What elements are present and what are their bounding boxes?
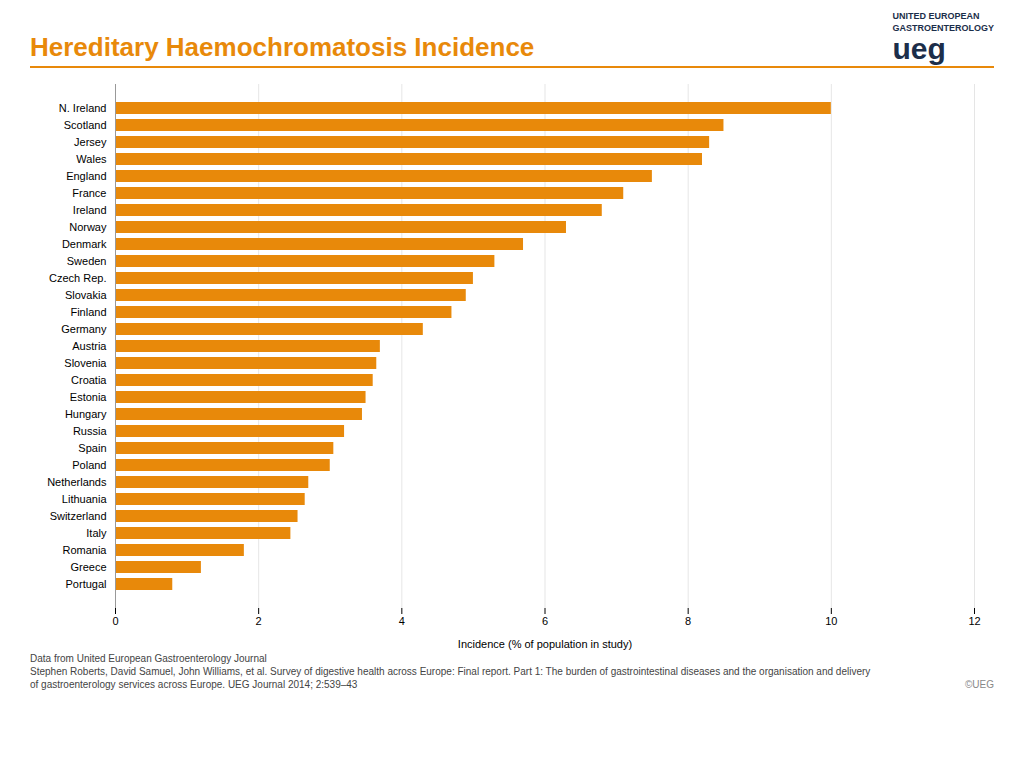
html-text:Stephen Roberts, David Samuel,: Stephen Roberts, David Samuel, John Will… bbox=[30, 666, 871, 677]
svg-text:12: 12 bbox=[968, 615, 980, 627]
html-text:Data from United European Gast: Data from United European Gastroenterolo… bbox=[30, 653, 267, 664]
svg-text:Hungary: Hungary bbox=[65, 408, 107, 420]
svg-text:Ireland: Ireland bbox=[73, 204, 107, 216]
svg-text:Germany: Germany bbox=[61, 323, 107, 335]
svg-text:Norway: Norway bbox=[69, 221, 107, 233]
html-text:©UEG: ©UEG bbox=[965, 679, 994, 690]
html-text:UNITED EUROPEAN: UNITED EUROPEAN bbox=[892, 11, 980, 21]
html-text:GASTROENTEROLOGY: GASTROENTEROLOGY bbox=[892, 23, 994, 33]
svg-text:England: England bbox=[66, 170, 106, 182]
svg-text:France: France bbox=[72, 187, 106, 199]
svg-text:Sweden: Sweden bbox=[67, 255, 107, 267]
svg-text:Incidence (% of population in: Incidence (% of population in study) bbox=[458, 638, 632, 650]
svg-text:Portugal: Portugal bbox=[66, 578, 107, 590]
svg-text:4: 4 bbox=[399, 615, 405, 627]
html-text:Hereditary Haemochromatosis In: Hereditary Haemochromatosis Incidence bbox=[30, 32, 535, 62]
svg-text:Italy: Italy bbox=[86, 527, 107, 539]
svg-text:Czech Rep.: Czech Rep. bbox=[49, 272, 106, 284]
svg-text:0: 0 bbox=[112, 615, 118, 627]
svg-text:Russia: Russia bbox=[73, 425, 108, 437]
svg-text:Finland: Finland bbox=[70, 306, 106, 318]
svg-text:8: 8 bbox=[685, 615, 691, 627]
svg-text:Spain: Spain bbox=[78, 442, 106, 454]
svg-text:Scotland: Scotland bbox=[64, 119, 107, 131]
svg-text:Denmark: Denmark bbox=[62, 238, 107, 250]
svg-text:Croatia: Croatia bbox=[71, 374, 107, 386]
svg-text:10: 10 bbox=[825, 615, 837, 627]
html-text:of gastroenterology services a: of gastroenterology services across Euro… bbox=[30, 679, 358, 690]
svg-text:Netherlands: Netherlands bbox=[47, 476, 107, 488]
svg-text:Slovakia: Slovakia bbox=[65, 289, 107, 301]
svg-text:Switzerland: Switzerland bbox=[50, 510, 107, 522]
svg-text:Slovenia: Slovenia bbox=[64, 357, 107, 369]
svg-text:2: 2 bbox=[256, 615, 262, 627]
svg-text:N. Ireland: N. Ireland bbox=[59, 102, 107, 114]
svg-text:Lithuania: Lithuania bbox=[62, 493, 108, 505]
svg-text:6: 6 bbox=[542, 615, 548, 627]
svg-text:Austria: Austria bbox=[72, 340, 107, 352]
html-text:ueg: ueg bbox=[892, 32, 946, 65]
svg-text:Wales: Wales bbox=[76, 153, 107, 165]
svg-text:Romania: Romania bbox=[62, 544, 107, 556]
svg-text:Poland: Poland bbox=[72, 459, 106, 471]
svg-text:Jersey: Jersey bbox=[74, 136, 107, 148]
svg-text:Estonia: Estonia bbox=[70, 391, 108, 403]
svg-text:Greece: Greece bbox=[70, 561, 106, 573]
